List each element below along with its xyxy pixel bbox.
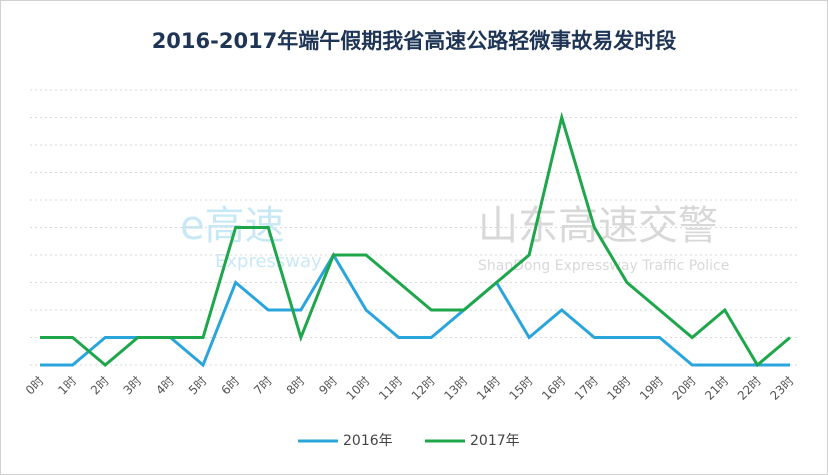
watermark: e高速 Expressway 山东高速交警 ShanDong Expresswa… <box>180 203 729 274</box>
series-line <box>40 111 791 368</box>
watermark-text: Expressway <box>215 251 322 272</box>
watermark-text: 山东高速交警 <box>478 203 718 249</box>
legend-label: 2017年 <box>470 433 520 449</box>
legend-label: 2016年 <box>343 433 393 449</box>
watermark-text: ShanDong Expressway Traffic Police <box>478 258 729 274</box>
chart-title: 2016-2017年端午假期我省高速公路轻微事故易发时段 <box>152 29 677 53</box>
